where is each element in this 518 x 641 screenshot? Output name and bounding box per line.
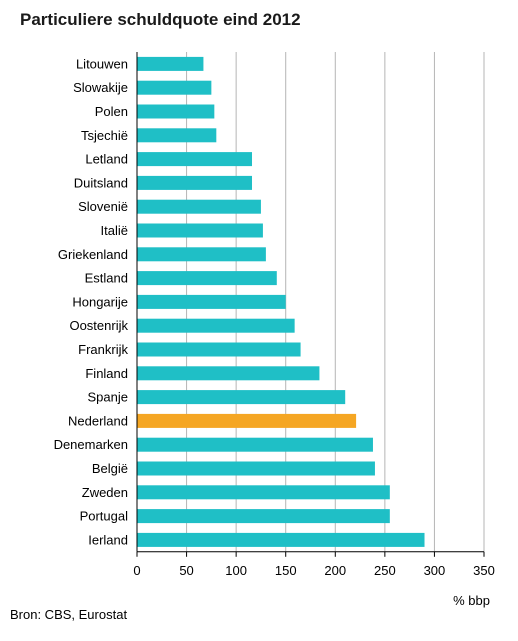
bar-13: [137, 366, 320, 381]
x-tick-label: 350: [473, 563, 495, 578]
x-tick-label: 50: [179, 563, 193, 578]
bar-0: [137, 56, 204, 71]
bar-17: [137, 461, 375, 476]
category-label: Griekenland: [58, 247, 128, 262]
category-label: Tsjechië: [81, 128, 128, 143]
category-label: Spanje: [88, 390, 128, 405]
source-note: Bron: CBS, Eurostat: [10, 607, 128, 622]
bar-16: [137, 437, 373, 452]
bar-20: [137, 532, 425, 547]
category-label: Hongarije: [72, 294, 128, 309]
category-label: Polen: [95, 104, 128, 119]
x-tick-label: 150: [275, 563, 297, 578]
bar-18: [137, 485, 390, 500]
bar-6: [137, 199, 261, 214]
category-label: België: [92, 461, 128, 476]
x-axis-label: % bbp: [453, 593, 490, 608]
x-axis: 0 50 100 150 200 250 300 350: [133, 52, 495, 578]
bar-1: [137, 80, 212, 95]
category-label: Finland: [85, 366, 128, 381]
category-label: Estland: [85, 271, 128, 286]
bars: [137, 56, 425, 547]
bar-4: [137, 152, 253, 167]
x-tick-label: 300: [424, 563, 446, 578]
category-label: Nederland: [68, 413, 128, 428]
bar-12: [137, 342, 301, 357]
category-label: Denemarken: [54, 437, 128, 452]
x-tick-label: 200: [324, 563, 346, 578]
x-tick-label: 0: [133, 563, 140, 578]
bar-2: [137, 104, 215, 119]
category-label: Oostenrijk: [69, 318, 128, 333]
bar-8: [137, 247, 266, 262]
category-label: Frankrijk: [78, 342, 128, 357]
bar-7: [137, 223, 263, 238]
bar-14: [137, 390, 346, 405]
bar-10: [137, 294, 286, 309]
category-labels: Litouwen Slowakije Polen Tsjechië Letland Dui…: [54, 56, 129, 547]
x-tick-label: 250: [374, 563, 396, 578]
category-label: Slowakije: [73, 80, 128, 95]
category-label: Duitsland: [74, 175, 128, 190]
bar-5: [137, 175, 253, 190]
bar-9: [137, 271, 277, 286]
category-label: Italië: [101, 223, 128, 238]
category-label: Ierland: [88, 532, 128, 547]
x-tick-label: 100: [225, 563, 247, 578]
category-label: Litouwen: [76, 56, 128, 71]
category-label: Zweden: [82, 485, 128, 500]
bar-3: [137, 128, 217, 143]
bar-11: [137, 318, 295, 333]
category-label: Letland: [85, 152, 128, 167]
bar-15: [137, 413, 357, 428]
category-label: Slovenië: [78, 199, 128, 214]
category-label: Portugal: [80, 509, 129, 524]
bar-19: [137, 509, 390, 524]
chart-title: Particuliere schuldquote eind 2012: [20, 10, 301, 29]
